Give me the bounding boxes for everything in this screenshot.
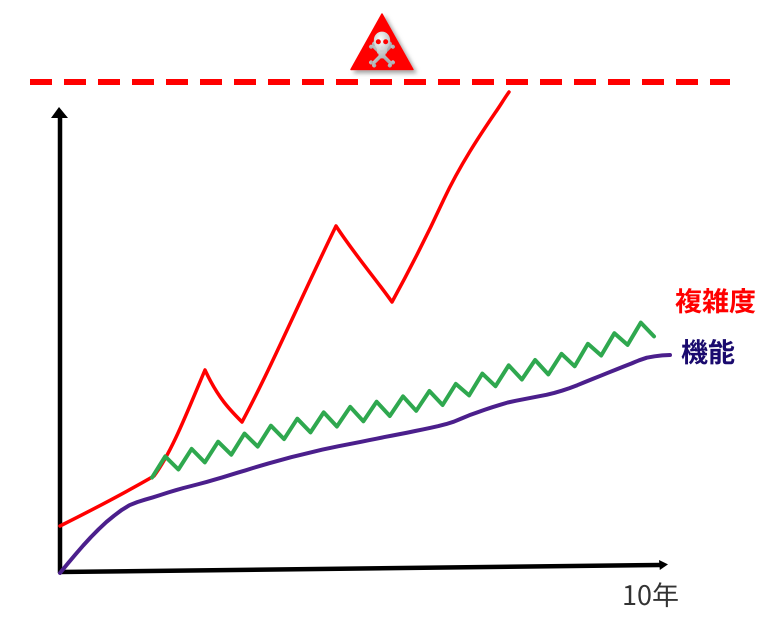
svg-text:機能: 機能 [681, 331, 735, 370]
svg-text:複雑度: 複雑度 [675, 280, 756, 319]
svg-text:10年: 10年 [622, 574, 679, 613]
